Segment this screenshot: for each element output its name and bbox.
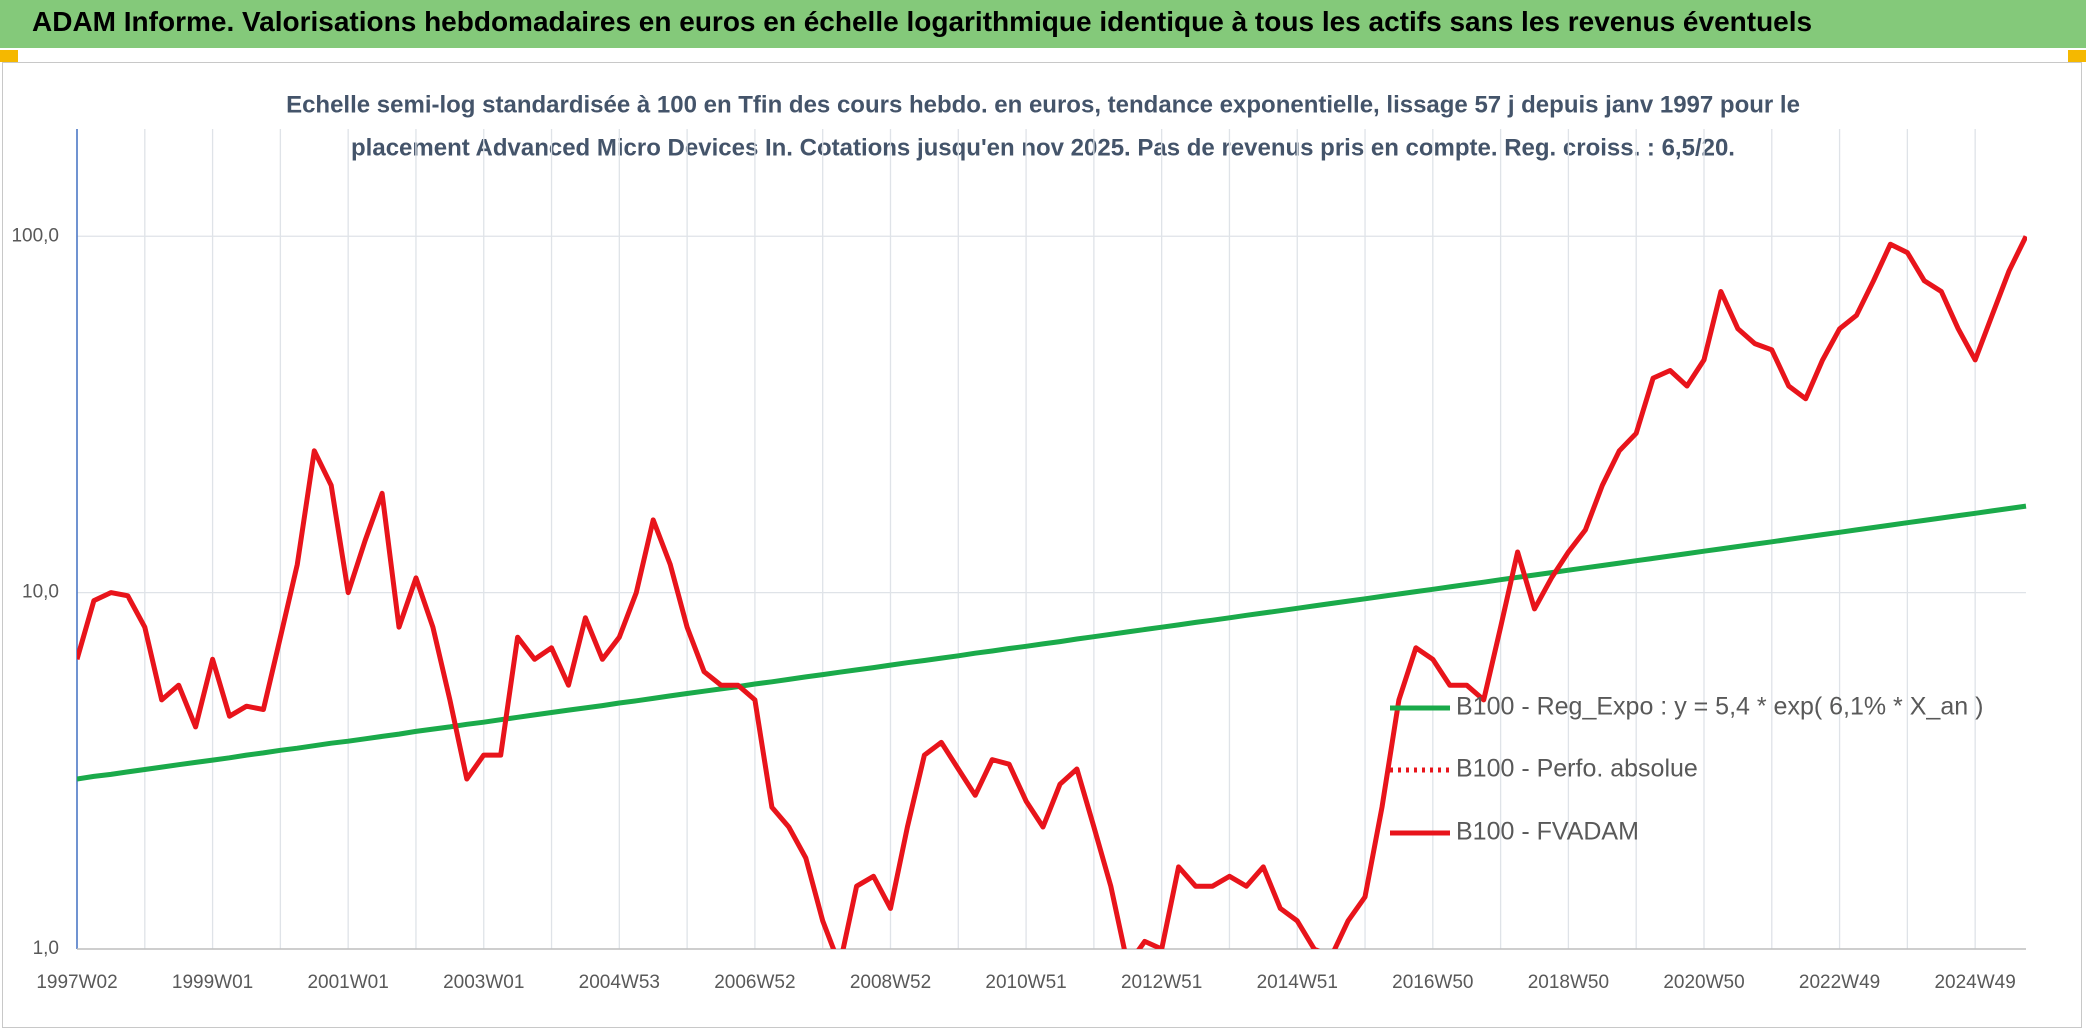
header-band: [0, 0, 2086, 48]
x-tick-label: 2004W53: [579, 972, 660, 993]
x-tick-label: 2003W01: [443, 972, 524, 993]
x-tick-label: 2012W51: [1121, 972, 1202, 993]
legend-label: B100 - Perfo. absolue: [1456, 755, 1698, 783]
x-tick-label: 2022W49: [1799, 972, 1880, 993]
x-tick-label: 2016W50: [1392, 972, 1473, 993]
header-title: ADAM Informe. Valorisations hebdomadaire…: [32, 6, 1813, 37]
chart-frame: [2, 62, 2082, 1028]
x-tick-label: 2010W51: [985, 972, 1066, 993]
x-tick-label: 2018W50: [1528, 972, 1609, 993]
legend-label: B100 - FVADAM: [1456, 818, 1639, 846]
data-line: [77, 503, 2027, 782]
corner-mark: [0, 50, 18, 62]
x-tick-label: 2024W49: [1934, 972, 2015, 993]
y-tick-label: 10,0: [22, 582, 59, 603]
x-tick-label: 2020W50: [1663, 972, 1744, 993]
data-line: [77, 235, 2027, 949]
legend-label: B100 - Reg_Expo : y = 5,4 * exp( 6,1% * …: [1456, 693, 1983, 721]
x-tick-label: 2006W52: [714, 972, 795, 993]
corner-mark: [2068, 50, 2086, 62]
chart-subtitle: Echelle semi-log standardisée à 100 en T…: [286, 91, 1800, 118]
x-tick-label: 2001W01: [307, 972, 388, 993]
plot-area: [77, 235, 2027, 949]
x-tick-label: 2008W52: [850, 972, 931, 993]
chart-subtitle: placement Advanced Micro Devices In. Cot…: [351, 134, 1735, 161]
x-tick-label: 1999W01: [172, 972, 253, 993]
y-tick-label: 1,0: [33, 938, 59, 959]
x-tick-label: 1997W02: [36, 972, 117, 993]
x-tick-label: 2014W51: [1257, 972, 1338, 993]
y-tick-label: 100,0: [11, 225, 59, 246]
